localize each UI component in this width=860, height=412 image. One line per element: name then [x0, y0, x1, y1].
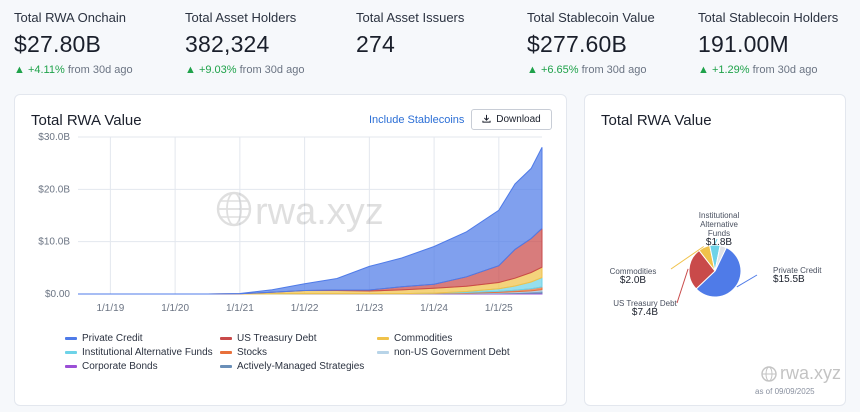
stat-value: 382,324 — [185, 31, 270, 57]
x-tick-label: 1/1/22 — [291, 303, 319, 314]
legend-swatch — [220, 365, 232, 368]
watermark: rwa.xyz — [761, 363, 841, 384]
stat-label: Total Asset Holders — [185, 10, 297, 25]
x-tick-label: 1/1/19 — [96, 303, 124, 314]
legend-swatch — [220, 351, 232, 354]
legend-label: Stocks — [237, 347, 268, 358]
pie-slice-others[interactable] — [714, 244, 727, 272]
pie-slice-private-credit[interactable] — [695, 246, 742, 298]
stat-change: ▲ +6.65% from 30d ago — [527, 64, 647, 76]
legend-swatch — [377, 351, 389, 354]
stat-label: Total Stablecoin Value — [527, 10, 655, 25]
watermark-text: rwa.xyz — [780, 363, 842, 383]
area-series-private-credit[interactable] — [78, 147, 543, 295]
stat-total-asset-holders: Total Asset Holders 382,324 ▲ +9.03% fro… — [185, 10, 304, 76]
legend-item[interactable]: Stocks — [220, 347, 267, 358]
stat-total-rwa-onchain: Total RWA Onchain $27.80B ▲ +4.11% from … — [14, 10, 133, 76]
legend-item[interactable]: Corporate Bonds — [65, 361, 158, 372]
pie-label-private-credit: Private Credit $15.5B — [773, 266, 822, 285]
legend-label: Actively-Managed Strategies — [237, 361, 365, 372]
x-tick-label: 1/1/20 — [161, 303, 189, 314]
legend-swatch — [65, 351, 77, 354]
x-tick-label: 1/1/24 — [420, 303, 448, 314]
stat-value: 274 — [356, 31, 395, 57]
area-chart-card: Total RWA Value Include Stablecoins Down… — [14, 94, 567, 406]
pie-leader-line — [736, 274, 758, 288]
legend-item[interactable]: non-US Government Debt — [377, 347, 510, 358]
y-tick-label: $20.0B — [38, 184, 70, 195]
area-chart: rwa.xyz $0.00 $10.0B $20.0B $30.0B 1/1/19 1/… — [38, 132, 543, 314]
globe-icon — [761, 365, 777, 382]
stat-label: Total Asset Issuers — [356, 10, 465, 25]
y-tick-label: $0.00 — [45, 289, 70, 300]
stat-label: Total Stablecoin Holders — [698, 10, 839, 25]
legend-label: Corporate Bonds — [82, 361, 158, 372]
legend-item[interactable]: Institutional Alternative Funds — [65, 347, 213, 358]
pie-slice-us-treasury-debt[interactable] — [688, 249, 716, 290]
pie-chart-card: Total RWA Value Institutional Alternativ… — [584, 94, 846, 406]
pie-label-us-treasury: US Treasury Debt $7.4B — [613, 299, 677, 318]
include-stablecoins-toggle[interactable]: Include Stablecoins — [369, 114, 465, 126]
x-tick-label: 1/1/25 — [485, 303, 513, 314]
x-tick-label: 1/1/21 — [226, 303, 254, 314]
stat-total-asset-issuers: Total Asset Issuers 274 — [356, 10, 464, 58]
stat-change: ▲ +1.29% from 30d ago — [698, 64, 818, 76]
legend-label: non-US Government Debt — [394, 347, 510, 358]
x-tick-label: 1/1/23 — [355, 303, 383, 314]
legend-label: Institutional Alternative Funds — [82, 347, 213, 358]
watermark-text: rwa.xyz — [255, 191, 384, 233]
pie-label-alt-funds: Institutional Alternative Funds $1.8B — [698, 211, 740, 248]
stat-label: Total RWA Onchain — [14, 10, 126, 25]
stat-value: $277.60B — [527, 31, 628, 57]
stat-value: $27.80B — [14, 31, 102, 57]
watermark: rwa.xyz — [216, 191, 384, 233]
pie-leader-line — [714, 238, 718, 245]
legend-item[interactable]: Private Credit — [65, 333, 143, 344]
as-of-date: as of 09/09/2025 — [755, 387, 815, 396]
legend-swatch — [220, 337, 232, 340]
pie-label-commodities: Commodities $2.0B — [609, 267, 657, 286]
stat-total-stablecoin-value: Total Stablecoin Value $277.60B ▲ +6.65%… — [527, 10, 655, 76]
stat-value: 191.00M — [698, 31, 789, 57]
legend-label: Commodities — [394, 333, 453, 344]
legend-item[interactable]: Actively-Managed Strategies — [220, 361, 364, 372]
legend-label: US Treasury Debt — [237, 333, 317, 344]
legend-item[interactable]: Commodities — [377, 333, 452, 344]
stat-total-stablecoin-holders: Total Stablecoin Holders 191.00M ▲ +1.29… — [698, 10, 838, 76]
legend-swatch — [65, 337, 77, 340]
legend-swatch — [377, 337, 389, 340]
card-title: Total RWA Value — [601, 112, 712, 129]
pie-leader-line — [670, 246, 704, 270]
stats-bar: Total RWA Onchain $27.80B ▲ +4.11% from … — [0, 0, 860, 90]
stat-change: ▲ +4.11% from 30d ago — [14, 64, 133, 76]
legend-item[interactable]: US Treasury Debt — [220, 333, 316, 344]
y-tick-label: $30.0B — [38, 132, 70, 143]
card-title: Total RWA Value — [31, 112, 142, 129]
pie-chart — [670, 238, 758, 304]
download-icon — [482, 114, 491, 126]
legend-label: Private Credit — [82, 333, 143, 344]
stat-change: ▲ +9.03% from 30d ago — [185, 64, 305, 76]
pie-leader-line — [676, 268, 689, 304]
chart-legend: Private Credit US Treasury Debt Commoditie… — [15, 333, 568, 383]
download-label: Download — [496, 114, 541, 125]
y-tick-label: $10.0B — [38, 237, 70, 248]
globe-icon — [216, 191, 252, 227]
legend-swatch — [65, 365, 77, 368]
download-button[interactable]: Download — [471, 109, 552, 130]
